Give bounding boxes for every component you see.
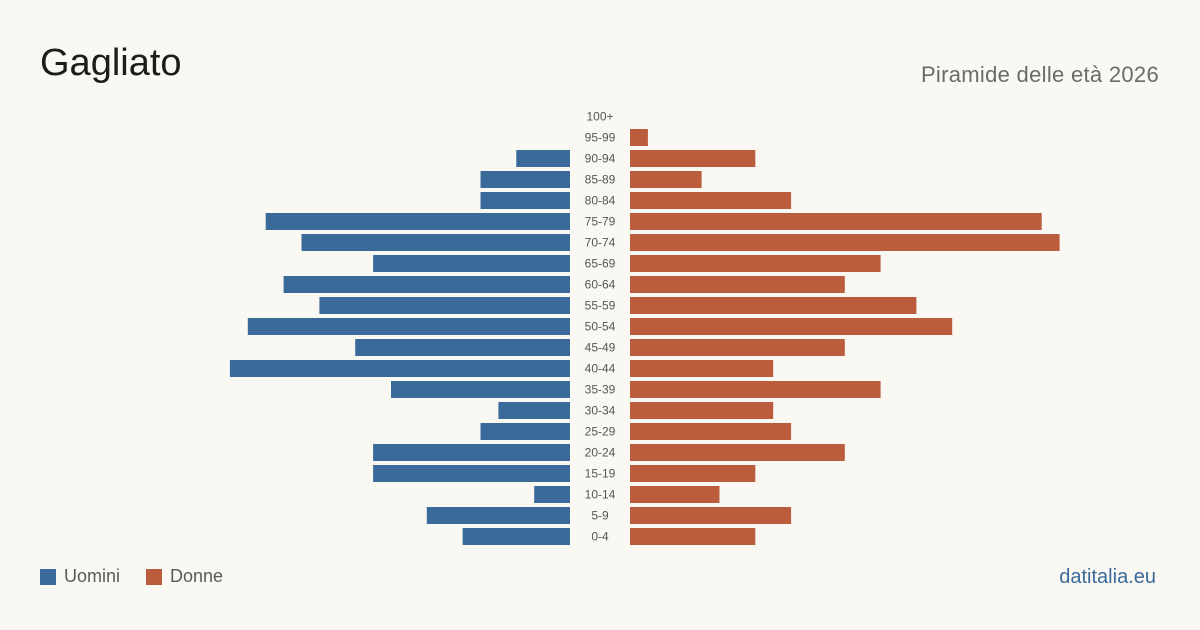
legend-swatch-men [40,568,56,585]
bar-men [373,444,570,461]
age-tick-label: 95-99 [585,131,616,145]
age-tick-label: 75-79 [585,215,616,229]
legend-swatch-women [146,568,163,585]
legend-item-women: Donne [146,566,223,587]
bar-women [630,129,648,146]
bar-women [630,213,1042,230]
bar-men [498,402,570,419]
age-tick-label: 20-24 [585,446,616,460]
bar-women [630,507,792,524]
age-tick-label: 90-94 [585,152,616,166]
legend-label-women: Donne [170,566,224,586]
bar-women [630,402,774,419]
legend-item-men: Uomini [40,566,120,587]
age-tick-label: 50-54 [585,320,616,334]
bar-men [480,423,570,440]
bar-women [630,465,756,482]
bar-men [480,192,570,209]
site-link[interactable]: datitalia.eu [1059,566,1156,588]
bar-women [630,381,881,398]
bar-men [534,486,570,503]
bar-women [630,234,1060,251]
bar-women [630,297,917,314]
bar-women [630,423,792,440]
bar-men [265,213,570,230]
bar-women [630,255,881,272]
age-tick-label: 15-19 [585,467,616,481]
age-tick-label: 55-59 [585,299,616,313]
bar-women [630,486,720,503]
age-tick-label: 5-9 [591,509,609,523]
age-tick-label: 10-14 [585,488,616,502]
bar-men [373,255,570,272]
age-tick-label: 100+ [586,110,613,124]
bar-men [319,297,570,314]
bar-men [373,465,570,482]
age-tick-label: 65-69 [585,257,616,271]
chart-subtitle: Piramide delle età 2026 [920,62,1159,87]
age-tick-label: 30-34 [585,404,616,418]
age-tick-label: 70-74 [585,236,616,250]
bar-men [247,318,571,335]
age-tick-label: 35-39 [585,383,616,397]
bar-men [480,171,570,188]
age-tick-label: 25-29 [585,425,616,439]
bar-women [630,528,756,545]
bar-men [391,381,570,398]
bar-men [462,528,570,545]
legend-label-men: Uomini [64,566,121,586]
bar-men [516,150,570,167]
bar-women [630,150,756,167]
bar-women [630,318,953,335]
bar-women [630,360,774,377]
bar-women [630,339,845,356]
bar-women [630,444,845,461]
bar-men [355,339,570,356]
age-tick-label: 45-49 [585,341,616,355]
page-title: Gagliato [40,42,182,84]
legend: Uomini Donne [40,566,249,587]
age-tick-label: 40-44 [585,362,616,376]
bar-men [283,276,570,293]
bar-women [630,276,845,293]
bar-men [426,507,570,524]
age-tick-label: 0-4 [591,530,609,544]
age-tick-label: 85-89 [585,173,616,187]
bar-women [630,192,792,209]
age-tick-label: 80-84 [585,194,616,208]
bar-women [630,171,702,188]
bar-men [229,360,570,377]
age-tick-label: 60-64 [585,278,616,292]
bar-men [301,234,570,251]
